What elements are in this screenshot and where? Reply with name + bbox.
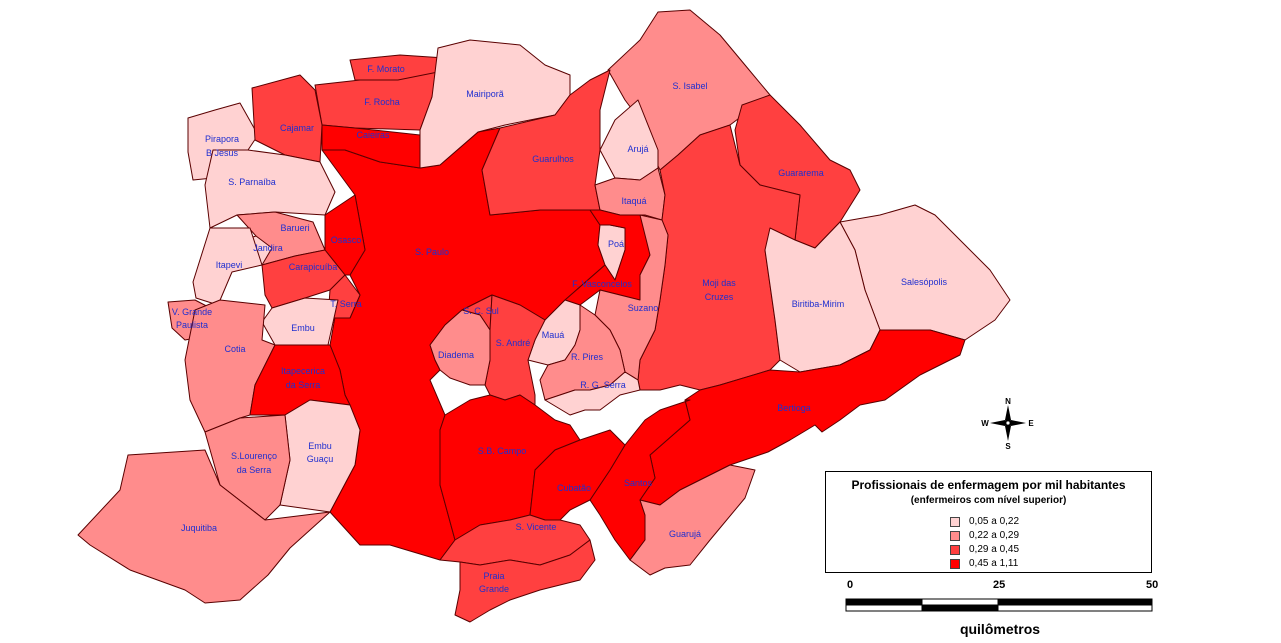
- compass-s-label: S: [1005, 442, 1011, 451]
- region-label-r-pires: R. Pires: [571, 352, 604, 362]
- legend-swatch: [950, 531, 960, 541]
- region-label-maua: Mauá: [542, 330, 565, 340]
- region-label-embu-guacu: Embu Guaçu: [307, 441, 334, 464]
- compass-e-label: E: [1028, 419, 1034, 428]
- region-label-f-morato: F. Morato: [367, 64, 405, 74]
- region-label-caieiras: Caieiras: [356, 130, 390, 140]
- region-label-s-andre: S. André: [496, 338, 531, 348]
- region-diadema: [429, 309, 491, 386]
- region-juquitiba: [77, 449, 331, 604]
- region-label-f-rocha: F. Rocha: [364, 97, 400, 107]
- region-label-pirapora-b-jesus: Pirapora B Jesus: [205, 134, 239, 158]
- region-label-f-vasconcelos: F. Vasconcelos: [572, 279, 632, 289]
- legend-item-label: 0,29 a 0,45: [969, 544, 1020, 555]
- region-guarulhos: [481, 69, 611, 216]
- region-label-santos: Santos: [624, 478, 653, 488]
- region-biritiba-mirim: [764, 221, 881, 373]
- region-label-guararema: Guararema: [778, 168, 824, 178]
- region-label-itapecerica-da-serra: Itapecerica da Serra: [281, 366, 325, 390]
- compass-w-label: W: [981, 419, 989, 428]
- region-label-mairipora: Mairiporã: [466, 89, 504, 99]
- legend-title: Profissionais de enfermagem por mil habi…: [851, 478, 1126, 492]
- region-label-cajamar: Cajamar: [280, 123, 314, 133]
- region-itapevi: [192, 227, 263, 306]
- legend-subtitle: (enfermeiros com nível superior): [910, 495, 1067, 506]
- region-guaruja: [629, 464, 756, 576]
- region-label-carapicuiba: Carapicuíba: [289, 262, 338, 272]
- region-praia-grande: [454, 539, 596, 623]
- scale-tick-label: 25: [993, 579, 1006, 591]
- legend-swatch: [950, 545, 960, 555]
- scale-tick-label: 0: [847, 579, 854, 591]
- region-label-s-c-sul: S. C. Sul: [463, 306, 499, 316]
- region-label-barueri: Barueri: [280, 223, 309, 233]
- region-santos: [589, 399, 691, 561]
- region-label-v-grande-paulista: V. Grande Paulista: [172, 307, 212, 330]
- legend-item-label: 0,45 a 1,11: [969, 558, 1019, 569]
- region-label-cotia: Cotia: [224, 344, 245, 354]
- region-label-itaqua: Itaquá: [621, 196, 646, 206]
- compass-rose-icon: N S W E: [981, 397, 1034, 451]
- scale-tick-label: 50: [1146, 579, 1159, 591]
- region-label-guarulhos: Guarulhos: [532, 154, 574, 164]
- region-label-s-vicente: S. Vicente: [516, 522, 557, 532]
- region-label-r-g-serra: R. G. Serra: [580, 380, 626, 390]
- region-label-s-parnaiba: S. Parnaíba: [228, 177, 276, 187]
- region-label-poa: Poá: [608, 239, 624, 249]
- scale-bar: [845, 598, 1153, 612]
- legend: Profissionais de enfermagem por mil habi…: [825, 471, 1152, 573]
- legend-item-label: 0,22 a 0,29: [969, 530, 1020, 541]
- region-label-embu: Embu: [291, 323, 315, 333]
- region-label-salesopolis: Salesópolis: [901, 277, 948, 287]
- region-label-s-paulo: S. Paulo: [415, 247, 449, 257]
- region-r-g-serra: [544, 371, 641, 416]
- legend-item-label: 0,05 a 0,22: [969, 516, 1020, 527]
- region-label-jandira: Jandira: [253, 243, 283, 253]
- region-label-aruja: Arujá: [627, 144, 648, 154]
- legend-swatch: [950, 517, 960, 527]
- region-label-praia-grande: Praia Grande: [479, 571, 509, 594]
- region-label-s-lourenco-da-serra: S.Lourenço da Serra: [231, 451, 277, 475]
- legend-swatch: [950, 559, 960, 569]
- compass-n-label: N: [1005, 397, 1011, 406]
- region-label-s-b-campo: S.B. Campo: [478, 446, 527, 456]
- region-label-biritiba-mirim: Biritiba-Mirim: [792, 299, 845, 309]
- region-caieiras: [321, 124, 421, 169]
- region-label-diadema: Diadema: [438, 350, 474, 360]
- region-label-cubatao: Cubatão: [557, 483, 591, 493]
- region-label-suzano: Suzano: [628, 303, 659, 313]
- scale-unit-label: quilômetros: [959, 621, 1041, 637]
- region-label-guaruja: Guarujá: [669, 529, 701, 539]
- region-cajamar: [251, 74, 323, 163]
- region-label-moji-das-cruzes: Moji das Cruzes: [702, 278, 736, 302]
- region-label-bertioga: Bertioga: [777, 403, 811, 413]
- region-label-s-isabel: S. Isabel: [672, 81, 707, 91]
- region-label-osasco: Osasco: [331, 235, 362, 245]
- region-label-juquitiba: Juquitiba: [181, 523, 217, 533]
- region-label-itapevi: Itapevi: [216, 260, 243, 270]
- region-label-t-serra: T. Serra: [330, 299, 362, 309]
